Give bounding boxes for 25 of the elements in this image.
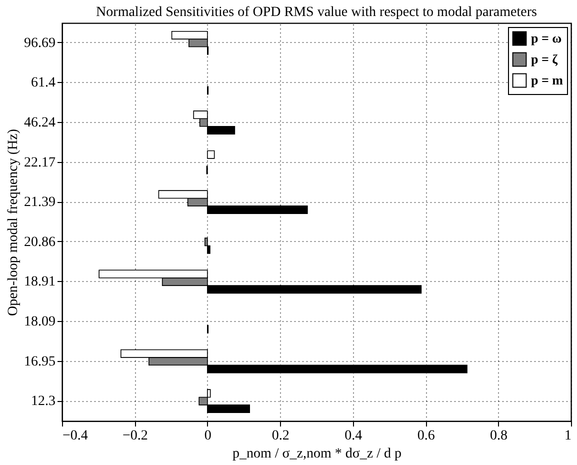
x-tick-label: 0.2 bbox=[272, 428, 290, 444]
x-tick-label: 0.8 bbox=[490, 428, 508, 444]
y-tick-label: 16.95 bbox=[24, 354, 56, 370]
y-tick-label: 12.3 bbox=[31, 394, 56, 410]
y-tick-label: 22.17 bbox=[24, 155, 56, 170]
x-tick-label: 0.4 bbox=[344, 428, 362, 444]
x-tick-label: −0.4 bbox=[62, 428, 88, 444]
x-axis-title: p_nom / σ_z,nom * dσ_z / d p bbox=[232, 446, 402, 462]
bar bbox=[207, 150, 215, 159]
y-tick-label: 46.24 bbox=[24, 116, 56, 130]
legend-label: p = m bbox=[531, 72, 564, 88]
y-tick-label: 21.39 bbox=[24, 195, 56, 210]
x-tick-label: 1 bbox=[564, 428, 572, 444]
y-tick-label: 18.09 bbox=[24, 314, 56, 330]
x-tick-label: 0.6 bbox=[417, 428, 435, 444]
legend-label: p = ω bbox=[531, 30, 562, 46]
y-tick-label: 61.4 bbox=[31, 76, 56, 91]
x-tick-label: 0 bbox=[204, 428, 212, 444]
chart-title: Normalized Sensitivities of OPD RMS value with respect to modal parameters bbox=[96, 5, 537, 20]
y-axis-title: Open-loop modal frequency (Hz) bbox=[6, 128, 21, 316]
y-tick-label: 96.69 bbox=[24, 36, 56, 51]
y-tick-label: 20.86 bbox=[24, 234, 56, 250]
x-tick-label: −0.2 bbox=[122, 428, 148, 444]
y-tick-label: 18.91 bbox=[24, 274, 56, 290]
legend-label: p = ζ bbox=[531, 52, 558, 66]
